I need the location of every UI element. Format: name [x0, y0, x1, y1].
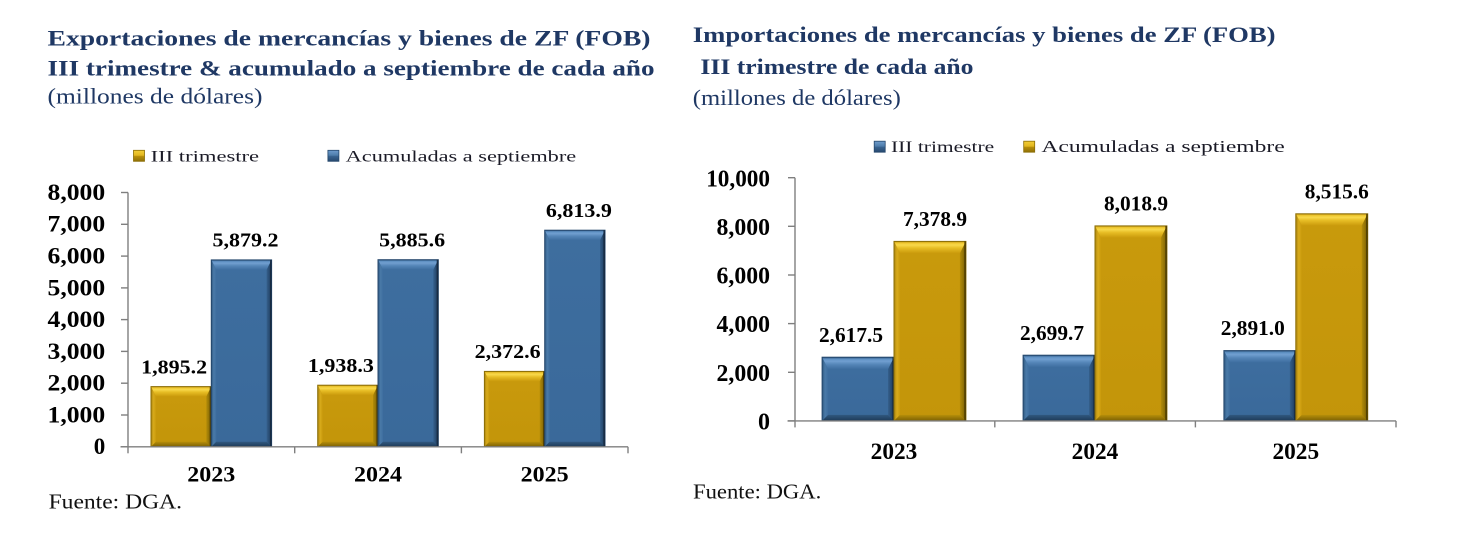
svg-text:4,000: 4,000: [48, 307, 106, 332]
svg-text:Acumuladas a septiembre: Acumuladas a septiembre: [1041, 137, 1284, 156]
svg-text:5,000: 5,000: [48, 275, 106, 300]
svg-text:2,617.5: 2,617.5: [819, 323, 883, 347]
svg-text:2,699.7: 2,699.7: [1020, 321, 1084, 345]
svg-text:(millones de dólares): (millones de dólares): [48, 84, 263, 109]
svg-text:2,000: 2,000: [48, 371, 106, 396]
svg-text:Exportaciones de mercancías y: Exportaciones de mercancías y bienes de …: [48, 26, 651, 51]
svg-text:0: 0: [758, 410, 770, 436]
svg-text:8,000: 8,000: [48, 180, 106, 205]
svg-text:6,000: 6,000: [48, 244, 106, 269]
svg-text:4,000: 4,000: [717, 312, 771, 338]
svg-text:2025: 2025: [521, 462, 569, 487]
svg-text:2025: 2025: [1273, 439, 1320, 464]
svg-text:7,000: 7,000: [48, 212, 106, 237]
svg-text:6,813.9: 6,813.9: [546, 200, 612, 222]
svg-text:III trimestre & acumulado a se: III trimestre & acumulado a septiembre d…: [48, 55, 655, 80]
svg-text:10,000: 10,000: [706, 166, 770, 192]
svg-text:III trimestre de cada año: III trimestre de cada año: [700, 54, 973, 79]
svg-text:III trimestre: III trimestre: [891, 139, 994, 156]
svg-text:3,000: 3,000: [48, 339, 106, 364]
svg-text:1,895.2: 1,895.2: [141, 356, 207, 378]
svg-text:7,378.9: 7,378.9: [903, 207, 967, 231]
svg-text:1,000: 1,000: [48, 402, 106, 427]
svg-text:8,018.9: 8,018.9: [1104, 192, 1168, 216]
svg-text:Acumuladas a septiembre: Acumuladas a septiembre: [346, 148, 577, 165]
svg-text:2023: 2023: [871, 439, 918, 464]
svg-text:6,000: 6,000: [717, 264, 771, 290]
svg-text:8,000: 8,000: [717, 215, 771, 241]
svg-text:8,515.6: 8,515.6: [1305, 179, 1369, 203]
svg-text:0: 0: [94, 434, 106, 459]
svg-text:2023: 2023: [187, 462, 235, 487]
svg-text:5,879.2: 5,879.2: [213, 230, 279, 252]
svg-text:Importaciones de mercancías y: Importaciones de mercancías y bienes de …: [693, 22, 1276, 47]
svg-text:2,372.6: 2,372.6: [475, 341, 541, 363]
svg-text:2,000: 2,000: [717, 361, 771, 387]
svg-text:Fuente: DGA.: Fuente: DGA.: [693, 479, 821, 503]
svg-text:2024: 2024: [1072, 439, 1119, 464]
svg-text:5,885.6: 5,885.6: [379, 229, 445, 251]
svg-text:2,891.0: 2,891.0: [1221, 316, 1285, 340]
svg-text:III trimestre: III trimestre: [151, 148, 260, 165]
svg-text:Fuente: DGA.: Fuente: DGA.: [49, 489, 182, 513]
svg-text:1,938.3: 1,938.3: [308, 355, 374, 377]
svg-text:(millones de dólares): (millones de dólares): [693, 85, 901, 110]
svg-text:2024: 2024: [354, 462, 402, 487]
